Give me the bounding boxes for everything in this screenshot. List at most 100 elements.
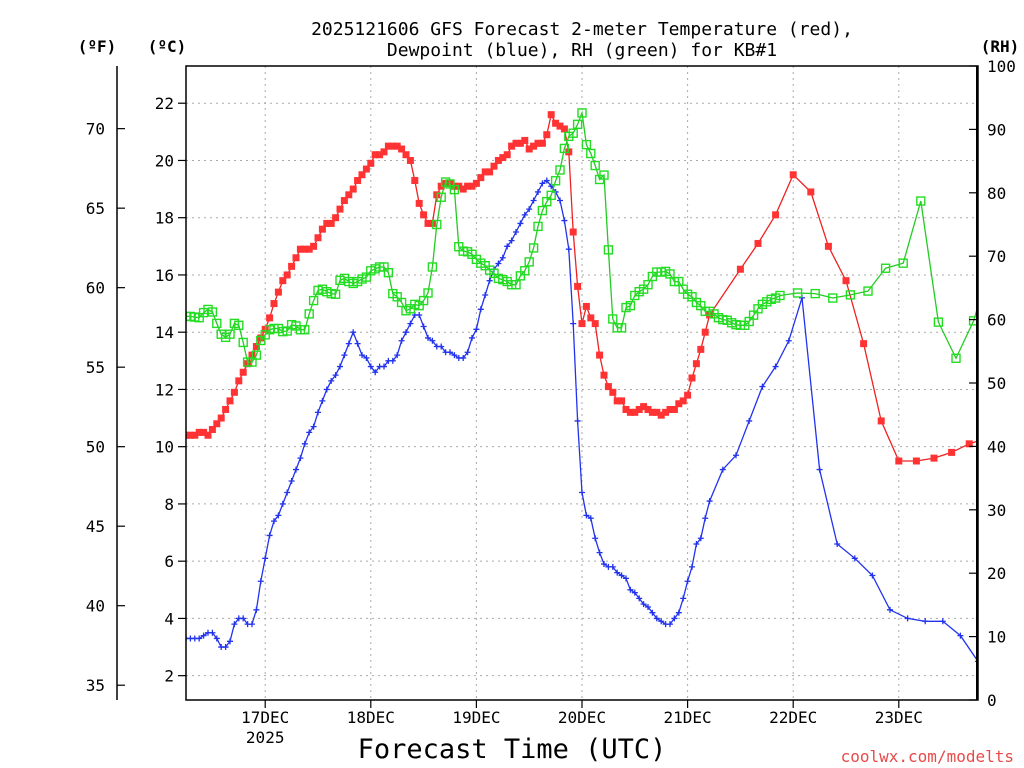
temperature-point <box>486 168 494 176</box>
temperature-point <box>270 300 278 308</box>
dewpoint-point <box>513 229 519 236</box>
temperature-point <box>494 156 502 164</box>
temperature-point <box>345 191 353 199</box>
temperature-point <box>600 371 608 379</box>
temperature-point <box>186 431 194 439</box>
rh-point <box>880 263 891 273</box>
dewpoint-point <box>477 306 484 313</box>
temperature-point <box>252 343 260 351</box>
rh-point <box>616 323 627 333</box>
c-tick-label: 16 <box>155 266 174 285</box>
x-tick-label: 21DEC <box>664 708 712 727</box>
dewpoint-point <box>389 357 396 364</box>
dewpoint-point <box>284 489 291 496</box>
dewpoint-point <box>319 397 326 404</box>
temperature-point <box>662 408 670 416</box>
temperature-point <box>204 431 212 439</box>
dewpoint-point <box>614 569 621 576</box>
c-tick-label: 14 <box>155 323 174 342</box>
dewpoint-point <box>447 349 453 356</box>
dewpoint-point <box>420 323 427 330</box>
dewpoint-point <box>257 578 264 585</box>
dewpoint-point <box>499 254 506 261</box>
dewpoint-point <box>425 334 431 341</box>
temperature-point <box>358 171 366 179</box>
c-tick-label: 10 <box>155 438 174 457</box>
dewpoint-point <box>675 609 682 616</box>
rh-point <box>968 316 977 326</box>
temperature-point <box>560 125 568 133</box>
x-axis-label: Forecast Time (UTC) <box>358 734 667 765</box>
c-tick-label: 4 <box>164 609 174 628</box>
temperature-point <box>191 431 199 439</box>
temperature-point <box>411 176 419 184</box>
temperature-point <box>679 397 687 405</box>
temperature-point <box>613 397 621 405</box>
temperature-point <box>688 374 696 382</box>
dewpoint-line <box>186 179 977 662</box>
dewpoint-point <box>746 417 753 424</box>
temperature-point <box>622 405 630 413</box>
dewpoint-point <box>359 352 365 359</box>
rh-point <box>572 119 583 130</box>
temperature-point <box>591 320 599 328</box>
temperature-point <box>481 168 489 176</box>
temperature-point <box>525 145 533 153</box>
x-tick-sublabel: 2025 <box>246 728 285 747</box>
temperature-point <box>670 405 678 413</box>
dewpoint-point <box>367 363 374 370</box>
dewpoint-point <box>332 372 339 379</box>
temperature-point <box>283 271 291 279</box>
temperature-point <box>195 428 203 436</box>
temperature-point <box>310 242 318 250</box>
credit-text: coolwx.com/modelts <box>841 747 1014 766</box>
temperature-point <box>877 417 885 425</box>
temperature-point <box>464 182 472 190</box>
temperature-point <box>842 277 850 285</box>
temperature-point <box>459 185 467 193</box>
dewpoint-point <box>363 354 370 361</box>
dewpoint-point <box>689 563 695 570</box>
rh-point <box>238 337 248 348</box>
dewpoint-point <box>451 352 458 359</box>
dewpoint-point <box>279 500 286 507</box>
temperature-point <box>556 122 564 130</box>
temperature-point <box>824 242 832 250</box>
temperature-point <box>362 165 370 173</box>
dewpoint-point <box>508 237 515 244</box>
temperature-point <box>288 262 296 270</box>
dewpoint-point <box>464 349 471 356</box>
temperature-point <box>754 239 762 247</box>
rh-point <box>308 295 319 306</box>
dewpoint-point <box>469 334 475 341</box>
rh-point <box>608 314 618 324</box>
dewpoint-point <box>297 455 304 462</box>
temperature-point <box>582 302 590 310</box>
rh-point <box>234 320 244 331</box>
rh-point <box>568 128 578 138</box>
rh-tick-label: 10 <box>987 628 1006 647</box>
dewpoint-point <box>706 498 713 505</box>
temperature-point <box>701 328 709 336</box>
temperature-point <box>354 176 362 184</box>
temperature-point <box>930 454 938 462</box>
dewpoint-point <box>271 518 277 525</box>
rh-point <box>304 309 314 319</box>
temperature-point <box>323 219 331 227</box>
dewpoint-point <box>939 618 946 625</box>
temperature-point <box>587 314 595 322</box>
dewpoint-point <box>482 291 489 298</box>
temperature-point <box>213 420 221 428</box>
temperature-point <box>692 360 700 368</box>
rh-point <box>537 205 548 216</box>
temperature-point <box>340 197 348 205</box>
rh-point <box>423 288 433 298</box>
dewpoint-point <box>596 549 603 556</box>
series-temperature <box>186 111 977 465</box>
f-tick-label: 60 <box>86 279 105 298</box>
dewpoint-point <box>574 417 581 424</box>
temperature-point <box>552 119 560 127</box>
temperature-point <box>516 139 524 147</box>
dewpoint-point <box>345 340 352 347</box>
temperature-point <box>644 405 652 413</box>
